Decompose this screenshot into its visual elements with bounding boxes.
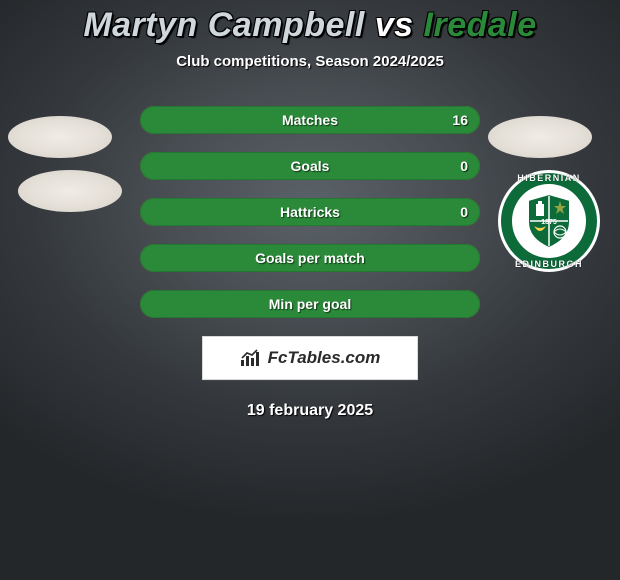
- fctables-watermark: FcTables.com: [202, 336, 418, 380]
- badge-bottom-text: EDINBURGH: [498, 259, 600, 269]
- fctables-text: FcTables.com: [268, 348, 381, 368]
- player1-club-avatar: [18, 170, 122, 212]
- player1-avatar: [8, 116, 112, 158]
- page-title: Martyn Campbell vs Iredale: [83, 6, 536, 45]
- stat-row: Goals0: [140, 152, 480, 180]
- stat-label: Matches: [140, 106, 480, 134]
- player2-name: Iredale: [424, 6, 537, 44]
- stat-row: Goals per match: [140, 244, 480, 272]
- date-text: 19 february 2025: [247, 402, 373, 420]
- stat-right-value: 16: [452, 106, 468, 134]
- stat-label: Hattricks: [140, 198, 480, 226]
- player2-avatar: [488, 116, 592, 158]
- stat-label: Min per goal: [140, 290, 480, 318]
- comparison-card: Martyn Campbell vs Iredale Club competit…: [0, 0, 620, 580]
- badge-top-text: HIBERNIAN: [498, 173, 600, 183]
- badge-shield-icon: 1875: [524, 192, 574, 250]
- stat-row: Hattricks0: [140, 198, 480, 226]
- player2-club-badge: HIBERNIAN EDINBURGH 1875: [498, 170, 600, 272]
- bar-chart-icon: [240, 349, 262, 367]
- stat-right-value: 0: [460, 198, 468, 226]
- vs-text: vs: [375, 6, 414, 44]
- stat-row: Matches16: [140, 106, 480, 134]
- stat-label: Goals: [140, 152, 480, 180]
- stat-row: Min per goal: [140, 290, 480, 318]
- subtitle: Club competitions, Season 2024/2025: [176, 53, 444, 70]
- stat-label: Goals per match: [140, 244, 480, 272]
- player1-name: Martyn Campbell: [83, 6, 364, 44]
- svg-text:1875: 1875: [541, 219, 557, 226]
- stat-right-value: 0: [460, 152, 468, 180]
